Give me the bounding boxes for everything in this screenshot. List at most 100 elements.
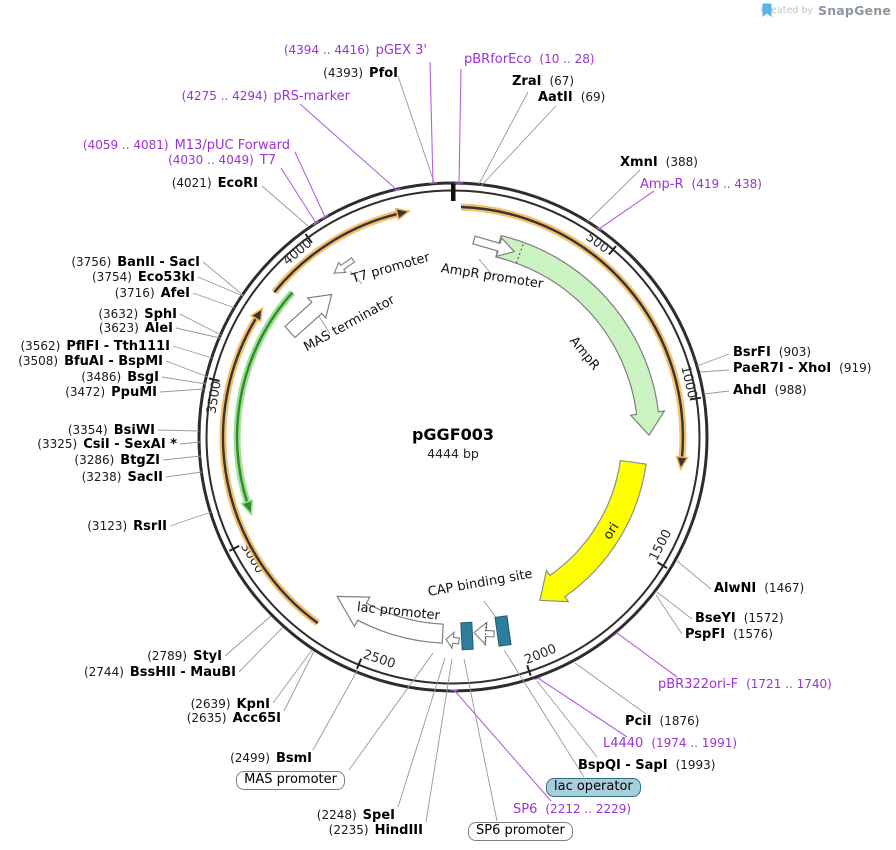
site-label-bseyi[interactable]: BseYI (1572)	[695, 611, 784, 626]
site-coord: (988)	[774, 383, 807, 397]
site-label-ppumi[interactable]: (3472) PpuMI	[65, 385, 157, 400]
site-coord: (3286)	[74, 453, 115, 467]
site-label-pfoi[interactable]: (4393) PfoI	[323, 66, 398, 81]
site-label-styi[interactable]: (2789) StyI	[147, 649, 222, 664]
site-label-sacii[interactable]: (3238) SacII	[82, 470, 163, 485]
plasmid-name: pGGF003	[411, 425, 495, 444]
site-label-bsiwi[interactable]: (3354) BsiWI	[68, 423, 155, 438]
site-label-bfuai-bspmi[interactable]: (3508) BfuAI - BspMI	[18, 354, 163, 369]
site-name: Amp-R	[640, 177, 684, 192]
orf-arc-left-upper[interactable]	[271, 207, 411, 295]
site-label-pgex-3[interactable]: (4394 .. 4416) pGEX 3'	[284, 43, 427, 58]
feature-badge-lac-operator[interactable]: lac operator	[546, 778, 641, 797]
site-name: M13/pUC Forward	[174, 138, 290, 153]
site-name: PfoI	[369, 66, 398, 81]
orf-arrowhead	[249, 306, 264, 323]
site-name: Acc65I	[232, 711, 281, 726]
site-label-prs-marker[interactable]: (4275 .. 4294) pRS-marker	[182, 89, 350, 104]
site-coord: (3716)	[114, 286, 155, 300]
site-coord: (69)	[580, 90, 606, 104]
site-label-bsgi[interactable]: (3486) BsgI	[81, 370, 159, 385]
site-label-sphi[interactable]: (3632) SphI	[98, 307, 177, 322]
site-label-sp6-primer[interactable]: SP6 (2212 .. 2229)	[513, 802, 631, 817]
site-coord: (3754)	[92, 270, 132, 284]
site-label-spei[interactable]: (2248) SpeI	[317, 808, 395, 823]
site-coord: (2212 .. 2229)	[545, 802, 632, 816]
feature-badge-sp6-promoter[interactable]: SP6 promoter	[468, 822, 573, 841]
site-name: SacII	[127, 470, 163, 485]
site-name: HindIII	[374, 823, 423, 838]
site-label-paer7i-xhoi[interactable]: PaeR7I - XhoI (919)	[733, 361, 871, 376]
site-coord: (2235)	[328, 823, 369, 837]
site-name: BsiWI	[113, 423, 155, 438]
site-label-pspfi[interactable]: PspFI (1576)	[685, 627, 773, 642]
site-label-banii-saci[interactable]: (3756) BanII - SacI	[71, 255, 200, 270]
feature-arrow-ampr-promoter[interactable]	[471, 231, 517, 261]
site-label-bspqi-sapi[interactable]: BspQI - SapI (1993)	[578, 758, 715, 773]
operator-cap-cluster[interactable]	[445, 615, 512, 651]
feature-arrow-t7-promoter[interactable]	[331, 255, 357, 278]
dotted-boundary	[484, 622, 487, 647]
site-label-bsrfi[interactable]: BsrFI (903)	[733, 345, 811, 360]
site-name: Eco53kI	[137, 270, 195, 285]
site-name: BseYI	[695, 611, 736, 626]
site-name: AfeI	[160, 286, 190, 301]
site-label-kpni[interactable]: (2639) KpnI	[191, 697, 270, 712]
site-name: pBRforEco	[464, 52, 532, 67]
site-label-hindiii[interactable]: (2235) HindIII	[329, 823, 423, 838]
feature-badge-mas-promoter[interactable]: MAS promoter	[236, 771, 345, 790]
feature-arc-ampr[interactable]	[495, 234, 666, 437]
site-coord: (3562)	[20, 339, 61, 353]
site-label-bsshii-maubi[interactable]: (2744) BssHII - MauBI	[84, 665, 236, 680]
site-coord: (1721 .. 1740)	[746, 677, 832, 691]
site-label-alei[interactable]: (3623) AleI	[99, 321, 173, 336]
site-label-m13-puc-forward[interactable]: (4059 .. 4081) M13/pUC Forward	[83, 138, 290, 153]
site-label-pbrforeco[interactable]: pBRforEco (10 .. 28)	[464, 52, 595, 67]
orf-arc-right[interactable]	[460, 203, 689, 471]
site-name: SphI	[144, 307, 177, 322]
site-label-csii-sexai[interactable]: (3325) CsiI - SexAI *	[37, 437, 177, 452]
cap-site-box[interactable]	[494, 615, 512, 647]
site-label-xmni[interactable]: XmnI (388)	[620, 155, 698, 170]
site-label-eco53ki[interactable]: (3754) Eco53kI	[92, 270, 195, 285]
site-label-aatii[interactable]: AatII (69)	[538, 90, 605, 105]
site-coord: (4021)	[171, 176, 212, 190]
site-label-btgzi[interactable]: (3286) BtgZI	[74, 453, 160, 468]
site-name: BspQI - SapI	[578, 758, 668, 773]
site-label-alwni[interactable]: AlwNI (1467)	[714, 581, 804, 596]
site-label-rsrii[interactable]: (3123) RsrII	[87, 519, 167, 534]
site-label-pcii[interactable]: PciI (1876)	[625, 714, 699, 729]
site-coord: (1467)	[764, 581, 805, 595]
site-coord: (3632)	[98, 307, 139, 321]
site-name: PpuMI	[111, 385, 157, 400]
site-name: BsrFI	[733, 345, 771, 360]
site-label-ecori[interactable]: (4021) EcoRI	[172, 176, 258, 191]
lac-operator-box[interactable]	[460, 621, 474, 651]
orf-arc-left-lower[interactable]	[219, 306, 320, 626]
site-label-acc65i[interactable]: (2635) Acc65I	[187, 711, 281, 726]
feature-arrow-mas-terminator[interactable]	[281, 284, 341, 342]
site-label-pbr322ori-f[interactable]: pBR322ori-F (1721 .. 1740)	[658, 677, 832, 692]
site-label-afei[interactable]: (3716) AfeI	[115, 286, 190, 301]
site-name: PaeR7I - XhoI	[733, 361, 832, 376]
snapgene-brand-text: SnapGene	[818, 3, 891, 18]
site-label-pflfi-tth111i[interactable]: (3562) PflFI - Tth111I	[20, 339, 170, 354]
orf-arc-minus-strand[interactable]	[233, 290, 296, 517]
site-coord: (10 .. 28)	[539, 52, 595, 66]
site-label-zrai[interactable]: ZraI (67)	[512, 74, 574, 89]
site-label-t7-primer[interactable]: (4030 .. 4049) T7	[168, 153, 276, 168]
site-coord: (1572)	[743, 611, 784, 625]
site-label-amp-r[interactable]: Amp-R (419 .. 438)	[640, 177, 762, 192]
site-label-l4440[interactable]: L4440 (1974 .. 1991)	[603, 736, 737, 751]
snapgene-icon	[762, 3, 772, 17]
tick-label-3500: 3500	[204, 380, 224, 415]
site-coord: (2639)	[190, 697, 231, 711]
site-name: XmnI	[620, 155, 658, 170]
feature-arc-lac-promoter[interactable]	[336, 595, 444, 644]
site-label-ahdi[interactable]: AhdI (988)	[733, 383, 807, 398]
tick-label-1000: 1000	[677, 364, 699, 400]
site-name: PciI	[625, 714, 652, 729]
feature-arc-ori[interactable]	[539, 459, 647, 603]
site-name: PflFI - Tth111I	[66, 339, 170, 354]
site-label-bsmi[interactable]: (2499) BsmI	[230, 751, 312, 766]
